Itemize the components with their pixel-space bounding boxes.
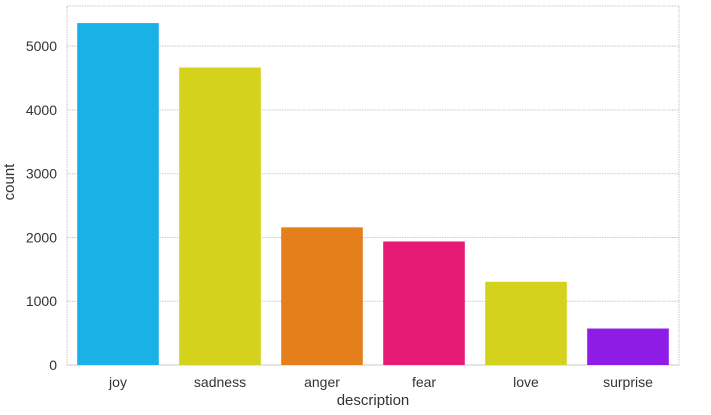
y-tick-labels: 0 1000 2000 3000 4000 5000: [26, 38, 57, 373]
x-tick-label-surprise: surprise: [603, 374, 653, 390]
x-tick-label-joy: joy: [108, 374, 127, 390]
bar-love: [485, 281, 567, 365]
y-tick-label: 5000: [26, 38, 57, 54]
y-tick-label: 0: [49, 357, 57, 373]
x-axis-label: description: [337, 392, 410, 409]
y-tick-label: 1000: [26, 293, 57, 309]
y-tick-label: 3000: [26, 166, 57, 182]
bar-sadness: [179, 67, 261, 366]
y-tick-label: 2000: [26, 229, 57, 245]
bar-anger: [281, 227, 363, 365]
bars: [77, 23, 669, 366]
plot-frame: [66, 5, 680, 366]
x-tick-labels: joy sadness anger fear love surprise: [108, 374, 653, 390]
x-tick-label-love: love: [513, 374, 539, 390]
bar-joy: [77, 23, 159, 365]
x-tick-label-sadness: sadness: [194, 374, 246, 390]
x-tick-label-fear: fear: [412, 374, 436, 390]
bar-surprise: [587, 328, 669, 365]
y-tick-label: 4000: [26, 102, 57, 118]
y-gridlines: [67, 45, 679, 366]
y-axis-label: count: [1, 163, 18, 201]
plot-area: [66, 5, 680, 366]
x-tick-label-anger: anger: [304, 374, 340, 390]
bar-fear: [383, 241, 465, 365]
